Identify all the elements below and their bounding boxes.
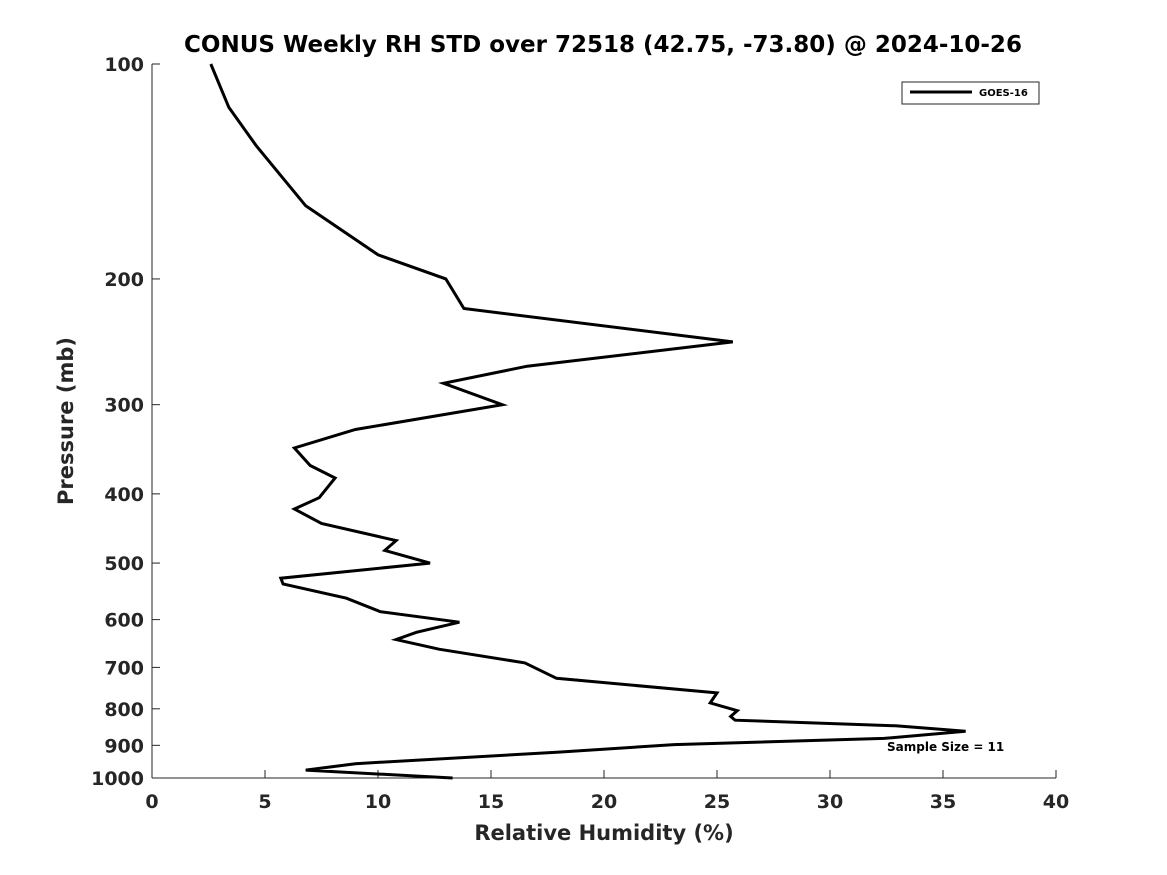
x-ticks: 0 5 10 15 20 25 30 35 40 (145, 770, 1069, 813)
x-tick-label: 10 (365, 791, 391, 813)
x-tick-label: 30 (817, 791, 843, 813)
y-axis-label: Pressure (mb) (54, 337, 78, 505)
x-tick-label: 20 (591, 791, 617, 813)
x-tick-label: 0 (145, 791, 158, 813)
x-tick-label: 35 (930, 791, 956, 813)
x-tick-label: 5 (258, 791, 271, 813)
x-tick-label: 40 (1043, 791, 1069, 813)
x-tick-label: 25 (704, 791, 730, 813)
sample-size-annotation: Sample Size = 11 (887, 740, 1004, 754)
y-tick-label: 700 (104, 657, 144, 679)
x-tick-label: 15 (478, 791, 504, 813)
legend: GOES-16 (901, 81, 1040, 105)
y-tick-label: 600 (104, 610, 144, 632)
series-line-goes16 (209, 63, 966, 780)
y-tick-label: 800 (104, 699, 144, 721)
y-tick-label: 200 (104, 269, 144, 291)
chart-title: CONUS Weekly RH STD over 72518 (42.75, -… (184, 32, 1022, 58)
legend-label-goes16: GOES-16 (979, 88, 1028, 99)
y-tick-label: 100 (104, 54, 144, 76)
y-tick-label: 500 (104, 553, 144, 575)
y-tick-label: 1000 (91, 768, 144, 790)
y-tick-label: 300 (104, 395, 144, 417)
y-tick-label: 900 (104, 735, 144, 757)
y-tick-label: 400 (104, 484, 144, 506)
y-ticks: 100 200 300 400 500 600 700 800 900 1000 (91, 54, 160, 790)
x-axis-label: Relative Humidity (%) (474, 821, 733, 845)
series-layer (209, 63, 966, 780)
plot-area: 0 5 10 15 20 25 30 35 40 100 200 300 400 500 600 700 80… (91, 54, 1069, 813)
